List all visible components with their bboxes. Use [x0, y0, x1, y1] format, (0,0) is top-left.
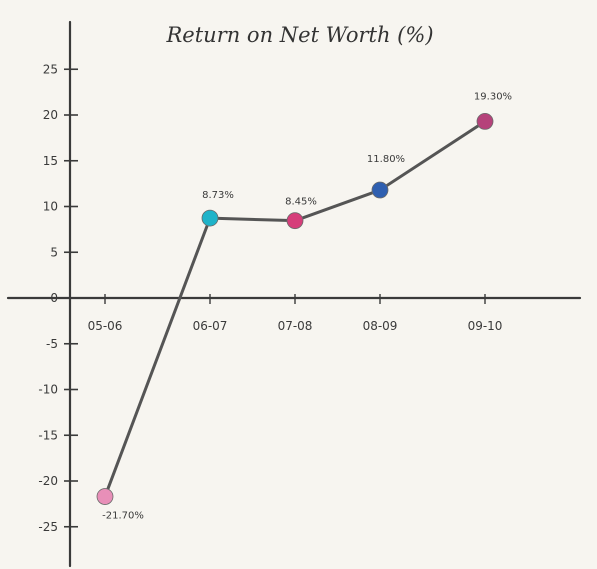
data-point	[286, 212, 304, 230]
data-label: 11.80%	[367, 154, 405, 165]
y-tick-label: -25	[38, 520, 58, 534]
y-tick-label: 15	[43, 154, 58, 168]
data-point	[476, 113, 494, 130]
x-tick-label: 09-10	[468, 319, 503, 333]
y-tick-label: -10	[38, 383, 58, 397]
y-axis-ticks: -25 -20 -15 -10 -5 0 5 10 15 20 25	[38, 62, 78, 534]
data-label: 8.45%	[285, 197, 317, 208]
data-point	[371, 181, 389, 199]
y-tick-label: 20	[43, 108, 58, 122]
y-tick-label: -15	[38, 428, 58, 442]
series-line	[103, 119, 487, 499]
x-axis-ticks: 05-06 06-07 07-08 08-09 09-10	[88, 294, 503, 333]
data-label: -21.70%	[102, 511, 144, 522]
data-labels: -21.70% 8.73% 8.45% 11.80% 19.30%	[102, 91, 512, 521]
y-tick-label: 10	[43, 200, 58, 214]
data-series	[96, 113, 494, 505]
data-label: 19.30%	[474, 91, 512, 102]
axes	[6, 20, 582, 568]
y-tick-label: -20	[38, 474, 58, 488]
data-label: 8.73%	[202, 190, 234, 201]
data-point	[201, 209, 219, 227]
y-tick-label: 0	[50, 291, 58, 305]
x-tick-label: 06-07	[193, 319, 228, 333]
y-tick-label: 5	[50, 245, 58, 259]
y-tick-label: 25	[43, 62, 58, 76]
data-point	[96, 488, 114, 505]
chart-title: Return on Net Worth (%)	[165, 23, 433, 47]
x-tick-label: 05-06	[88, 319, 123, 333]
y-tick-label: -5	[46, 337, 58, 351]
x-tick-label: 08-09	[363, 319, 398, 333]
x-tick-label: 07-08	[278, 319, 313, 333]
